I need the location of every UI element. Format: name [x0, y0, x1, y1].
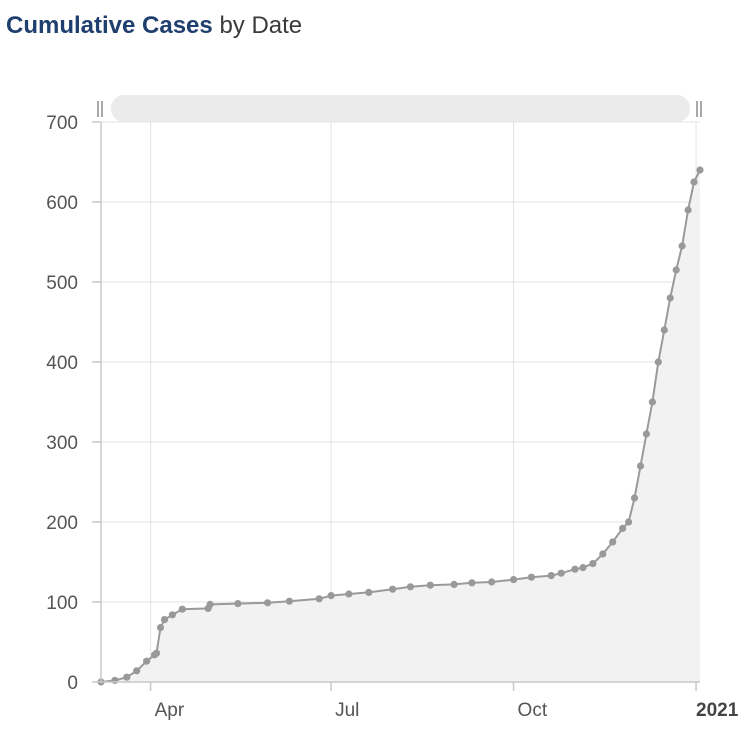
data-point [426, 581, 434, 589]
data-point [579, 564, 587, 572]
data-point [264, 599, 272, 607]
data-point [690, 178, 698, 186]
data-point [672, 266, 680, 274]
y-tick-label: 400 [46, 353, 78, 374]
y-tick-label: 500 [46, 273, 78, 294]
data-point [345, 590, 353, 598]
data-point [630, 494, 639, 502]
x-tick-label: 2021 [696, 700, 739, 721]
data-point [625, 518, 633, 526]
cases-area [101, 170, 700, 682]
data-point [206, 600, 214, 609]
data-point [450, 580, 458, 589]
data-point [160, 616, 169, 624]
data-point [589, 560, 597, 568]
data-point [327, 592, 335, 600]
x-axis-ticks: Apr Jul Oct 2021 [149, 682, 739, 721]
data-point [156, 624, 165, 632]
x-tick-label: Apr [155, 700, 185, 721]
y-tick-label: 600 [46, 193, 78, 214]
data-point [642, 430, 651, 438]
data-point [571, 565, 579, 573]
chart-title-rest: by Date [219, 12, 303, 39]
data-point [365, 588, 373, 597]
range-selector-track[interactable] [111, 95, 690, 122]
data-point [509, 576, 518, 584]
data-point [111, 676, 119, 685]
data-point [285, 597, 293, 605]
data-point [315, 595, 323, 603]
data-point [234, 600, 242, 608]
y-tick-label: 700 [46, 113, 78, 134]
data-point [178, 605, 186, 613]
range-handle-right[interactable] [696, 101, 702, 117]
data-point [527, 573, 536, 581]
data-point [666, 294, 674, 302]
data-point [648, 398, 657, 406]
data-point [389, 585, 397, 593]
x-tick-label: Oct [518, 700, 548, 721]
data-point [636, 462, 645, 470]
chart-title: Cumulative Cases by Date [6, 12, 302, 40]
data-point [152, 649, 161, 657]
data-point [143, 657, 151, 665]
data-point [599, 550, 607, 558]
data-point [684, 206, 692, 214]
data-point [660, 326, 668, 334]
range-handle-left[interactable] [97, 101, 103, 117]
x-tick-label: Jul [335, 700, 359, 721]
y-tick-label: 300 [46, 433, 78, 454]
data-point [654, 358, 662, 366]
y-tick-label: 0 [67, 673, 78, 694]
data-point [557, 569, 565, 577]
data-point [488, 578, 496, 586]
data-point [133, 667, 141, 675]
y-tick-label: 100 [46, 593, 78, 614]
y-axis-ticks: 0 100 200 300 400 500 600 700 [46, 113, 101, 694]
data-point [609, 538, 617, 546]
data-point [547, 572, 555, 580]
grid [101, 121, 700, 682]
data-point [123, 673, 131, 681]
data-point [696, 166, 704, 174]
data-point [619, 524, 627, 533]
data-point [678, 242, 686, 250]
y-tick-label: 200 [46, 513, 78, 534]
data-point [406, 583, 414, 591]
data-point [468, 579, 476, 587]
chart-title-strong: Cumulative Cases [6, 12, 213, 39]
data-point [168, 611, 176, 619]
cases-points [97, 166, 704, 686]
